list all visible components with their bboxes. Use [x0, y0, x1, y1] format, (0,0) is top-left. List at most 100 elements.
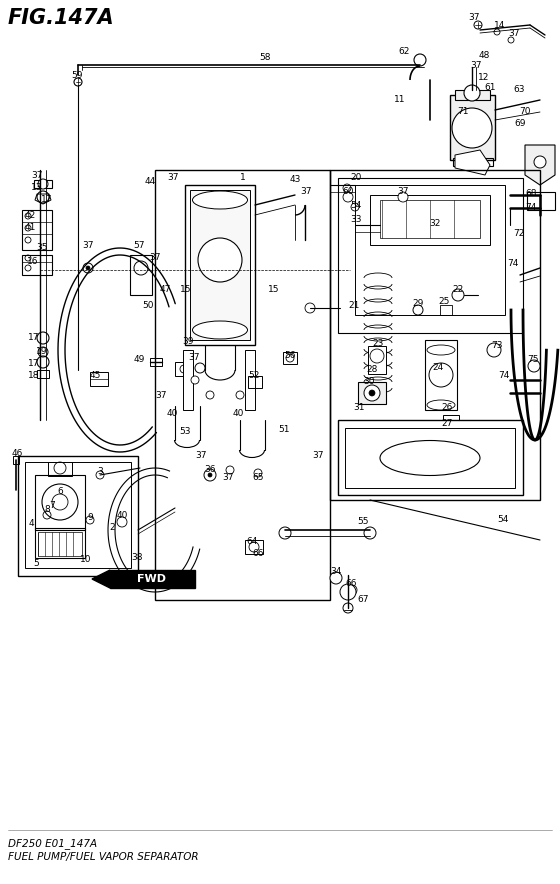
Text: 5: 5 [33, 560, 39, 568]
Circle shape [370, 349, 384, 363]
Text: 22: 22 [452, 286, 464, 294]
Circle shape [452, 289, 464, 301]
Circle shape [206, 391, 214, 399]
Bar [283, 352, 297, 364]
Text: 4: 4 [28, 520, 34, 529]
Bar [443, 415, 459, 425]
Bar [155, 170, 330, 600]
Text: 68: 68 [525, 189, 536, 199]
Circle shape [330, 572, 342, 584]
Circle shape [96, 471, 104, 479]
Text: 41: 41 [24, 224, 36, 232]
Text: 37: 37 [82, 241, 94, 250]
Text: 52: 52 [248, 371, 260, 380]
Text: 39: 39 [182, 338, 194, 347]
Circle shape [347, 585, 357, 595]
Bar [245, 350, 255, 410]
Bar [22, 255, 52, 275]
Text: 54: 54 [351, 202, 362, 210]
Circle shape [86, 266, 90, 270]
Circle shape [534, 156, 546, 168]
Circle shape [508, 37, 514, 43]
Bar [248, 376, 262, 388]
Text: 62: 62 [398, 48, 410, 57]
Text: 74: 74 [498, 370, 510, 379]
Text: 66: 66 [252, 550, 264, 559]
Text: 20: 20 [351, 172, 362, 181]
Circle shape [305, 303, 315, 313]
Text: 37: 37 [150, 254, 161, 263]
Circle shape [42, 484, 78, 520]
Text: 40: 40 [166, 409, 178, 418]
Circle shape [117, 517, 127, 527]
Text: 32: 32 [430, 219, 441, 228]
Bar [355, 185, 505, 315]
Bar [440, 305, 452, 315]
Bar [450, 95, 495, 160]
Text: 59: 59 [71, 71, 83, 80]
Text: 37: 37 [312, 451, 324, 460]
Text: 19: 19 [36, 347, 48, 356]
Text: 40: 40 [232, 409, 244, 418]
Circle shape [364, 385, 380, 401]
Text: 65: 65 [252, 473, 264, 482]
Text: 60: 60 [342, 187, 354, 196]
Text: 47: 47 [159, 286, 171, 294]
Circle shape [254, 469, 262, 477]
Text: 37: 37 [470, 60, 482, 70]
Circle shape [369, 390, 375, 396]
Bar [48, 462, 72, 476]
Circle shape [364, 527, 376, 539]
Text: 8: 8 [44, 506, 50, 514]
Circle shape [74, 78, 82, 86]
Text: 29: 29 [412, 300, 424, 309]
Text: 75: 75 [528, 355, 539, 364]
Text: 63: 63 [514, 86, 525, 95]
Text: 55: 55 [357, 517, 368, 527]
Text: 37: 37 [195, 452, 207, 461]
Text: 44: 44 [144, 178, 156, 187]
Text: 37: 37 [188, 354, 200, 362]
Bar [330, 170, 540, 500]
Circle shape [464, 85, 480, 101]
Text: DF250 E01_147A: DF250 E01_147A [8, 838, 97, 849]
Text: 6: 6 [57, 487, 63, 497]
Text: 37: 37 [222, 473, 234, 482]
Circle shape [343, 184, 351, 192]
Text: 3: 3 [97, 468, 103, 476]
Bar [90, 372, 108, 386]
Text: 72: 72 [514, 230, 525, 239]
Text: 24: 24 [432, 363, 444, 372]
Text: 43: 43 [290, 174, 301, 184]
Text: 14: 14 [494, 21, 506, 31]
Text: 48: 48 [478, 51, 489, 60]
Text: 10: 10 [80, 555, 92, 565]
Bar [345, 428, 515, 488]
Text: 30: 30 [363, 377, 375, 386]
Text: 37: 37 [468, 13, 480, 22]
Bar [527, 192, 555, 210]
Circle shape [134, 261, 148, 275]
Text: 67: 67 [357, 596, 368, 605]
Text: 46: 46 [11, 449, 23, 459]
Circle shape [204, 469, 216, 481]
Text: 17: 17 [41, 195, 53, 204]
Circle shape [191, 376, 199, 384]
Bar [38, 532, 82, 556]
Text: 37: 37 [155, 392, 167, 400]
Text: 49: 49 [133, 355, 144, 364]
Text: 50: 50 [142, 301, 154, 310]
Text: 73: 73 [491, 340, 503, 349]
Circle shape [195, 363, 205, 373]
Circle shape [452, 108, 492, 148]
Bar [18, 456, 138, 576]
Circle shape [198, 238, 242, 282]
Bar [425, 340, 457, 410]
Circle shape [528, 360, 540, 372]
Bar [338, 178, 523, 333]
Text: 15: 15 [268, 286, 280, 294]
Text: 15: 15 [180, 286, 192, 294]
Circle shape [414, 54, 426, 66]
Text: 17: 17 [28, 333, 40, 342]
Text: 54: 54 [497, 515, 508, 524]
